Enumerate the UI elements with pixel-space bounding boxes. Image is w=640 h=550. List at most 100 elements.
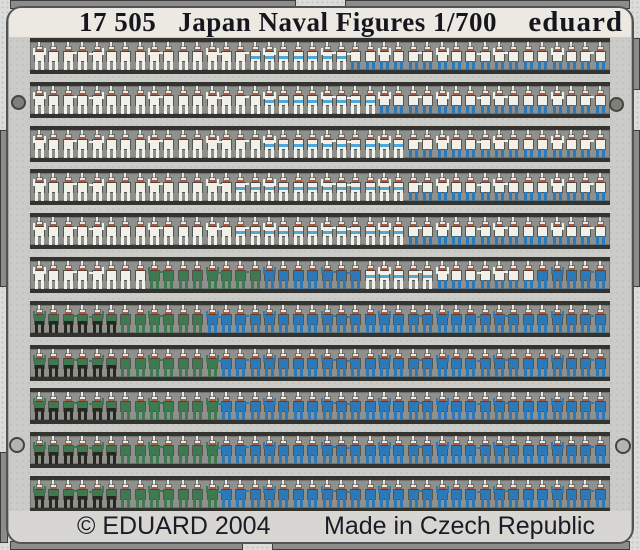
figure <box>522 173 535 202</box>
figure-legs <box>538 148 548 158</box>
figure-torso <box>106 270 116 280</box>
figure-head <box>568 90 574 96</box>
figure-torso <box>135 52 145 61</box>
figure-torso <box>164 489 174 499</box>
figure-legs <box>552 279 562 289</box>
figure <box>335 217 348 246</box>
figure-legs <box>336 192 346 202</box>
figure-head <box>137 441 143 447</box>
figure-legs <box>322 279 332 289</box>
figure-torso <box>466 446 476 456</box>
figure-torso <box>435 266 449 280</box>
figure-legs <box>538 192 548 202</box>
figure-torso <box>347 139 361 149</box>
figure-head <box>439 397 445 403</box>
figure <box>263 173 276 202</box>
figure-legs <box>150 236 159 246</box>
figure-torso <box>205 310 219 324</box>
figure-torso <box>509 227 519 237</box>
figure-torso <box>178 227 188 237</box>
figure-head <box>439 47 445 52</box>
figure-head <box>324 397 330 403</box>
figure-legs <box>523 192 533 202</box>
figure-head <box>439 222 445 228</box>
figure <box>306 260 319 289</box>
figure-head <box>180 90 186 96</box>
figure-torso <box>78 446 88 456</box>
figure-legs <box>423 192 433 202</box>
figure-torso <box>33 310 46 324</box>
figure-legs <box>552 61 562 70</box>
figure <box>249 304 262 333</box>
figure-torso <box>476 227 490 237</box>
figure-head <box>180 265 186 271</box>
figure-legs <box>92 61 102 70</box>
figure-head <box>396 265 402 271</box>
figure <box>62 436 77 465</box>
figure <box>88 173 104 202</box>
figure-head <box>281 484 287 490</box>
figure-legs <box>322 148 332 158</box>
figure-torso <box>63 402 77 412</box>
figure-legs <box>394 61 404 70</box>
figure <box>277 217 290 246</box>
figure-legs <box>236 104 246 114</box>
figure-head <box>223 222 229 228</box>
figure-head <box>51 47 57 52</box>
figure-head <box>367 265 373 271</box>
figure-head <box>152 222 157 228</box>
figure-legs <box>178 236 188 246</box>
figure-legs <box>207 323 217 333</box>
figure-torso <box>217 358 231 368</box>
figure-head <box>238 397 244 403</box>
figure-legs <box>92 279 102 289</box>
figure-head <box>94 47 100 52</box>
figure-legs <box>106 367 116 377</box>
figure-torso <box>595 139 605 149</box>
figure <box>177 479 190 508</box>
figure-head <box>453 265 459 271</box>
figure-head <box>295 47 301 52</box>
figure-head <box>65 90 71 96</box>
figure-torso <box>566 270 576 280</box>
figure-head <box>468 309 474 315</box>
figure-torso <box>33 48 46 61</box>
figure-legs <box>437 367 447 377</box>
figure-torso <box>408 139 422 149</box>
figure <box>335 85 348 114</box>
figure-torso <box>263 310 276 324</box>
figure <box>177 304 190 333</box>
figure-torso <box>394 314 404 324</box>
figure-head <box>238 90 244 96</box>
figure-torso <box>250 183 260 193</box>
figure-legs <box>63 455 73 465</box>
figure-legs <box>394 498 404 508</box>
figure-legs <box>178 498 188 508</box>
figure <box>191 436 204 465</box>
figure <box>536 129 549 158</box>
figure <box>234 436 250 465</box>
figure-legs <box>365 148 375 158</box>
figure-legs <box>178 148 188 158</box>
figure-torso <box>451 446 461 456</box>
figure <box>392 304 405 333</box>
figure <box>476 348 492 377</box>
figure <box>205 217 219 246</box>
figure-legs <box>408 367 418 377</box>
figure <box>134 129 147 158</box>
figure-legs <box>293 236 303 246</box>
figure-legs <box>480 148 490 158</box>
figure-torso <box>308 183 318 193</box>
figure-legs <box>106 192 116 202</box>
figure-legs <box>308 192 318 202</box>
figure-head <box>396 353 402 359</box>
figure-head <box>353 222 359 228</box>
figure <box>191 42 204 70</box>
figure <box>364 436 377 465</box>
figure-head <box>123 484 129 490</box>
figure-head <box>94 265 100 271</box>
figure-legs <box>121 279 131 289</box>
figure-head <box>209 178 215 184</box>
figure-torso <box>263 135 276 149</box>
figure <box>421 42 434 70</box>
